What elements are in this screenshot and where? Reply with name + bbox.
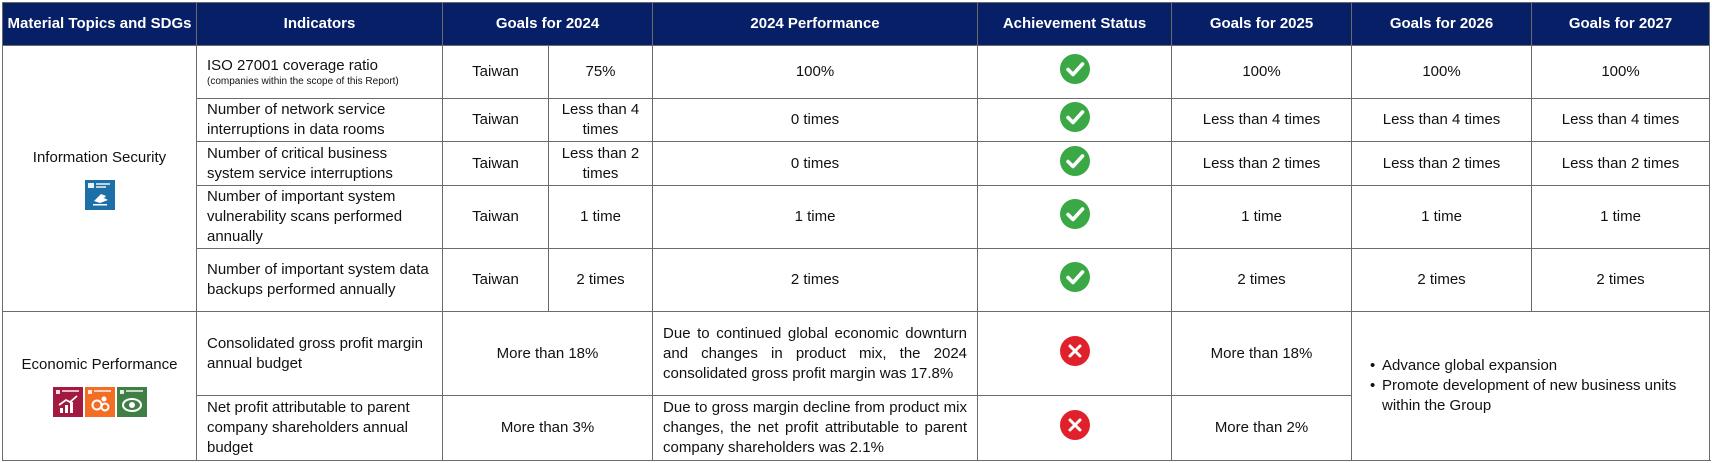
- goal-2025-cell: 2 times: [1171, 248, 1353, 312]
- header-goals-2024: Goals for 2024: [441, 2, 654, 46]
- status-cell: [977, 141, 1173, 186]
- check-circle-icon: [1059, 198, 1091, 230]
- table-row: Net profit attributable to parent compan…: [3, 395, 1710, 461]
- x-circle-icon: [1059, 335, 1091, 367]
- performance-cell: 2 times: [652, 248, 979, 312]
- goal-2026-cell: 100%: [1351, 45, 1533, 99]
- goal-2027-cell: Less than 4 times: [1531, 98, 1711, 142]
- header-indicators: Indicators: [196, 2, 443, 46]
- goal-2026-cell: 1 time: [1351, 185, 1533, 249]
- check-circle-icon: [1059, 101, 1091, 133]
- indicator-cell: Number of critical business system servi…: [196, 141, 443, 186]
- sdg-icons: [9, 179, 190, 210]
- goal-2024-cell: More than 3%: [441, 395, 654, 461]
- indicator-cell: Net profit attributable to parent compan…: [196, 395, 443, 461]
- indicator-cell: Consolidated gross profit margin annual …: [196, 311, 443, 396]
- status-cell: [977, 311, 1173, 396]
- header-goals-2026: Goals for 2026: [1351, 2, 1533, 46]
- header-achievement-status: Achievement Status: [977, 2, 1173, 46]
- check-circle-icon: [1059, 145, 1091, 177]
- header-performance-2024: 2024 Performance: [652, 2, 979, 46]
- region-cell: Taiwan: [442, 248, 549, 312]
- table-row: Information Security ISO 27001 coverage …: [2, 45, 1711, 312]
- table-row: Number of network service interruptions …: [3, 98, 1711, 142]
- status-cell: [977, 185, 1173, 249]
- goal-2024-cell: 75%: [547, 45, 654, 99]
- goal-2024-cell: More than 18%: [441, 311, 654, 396]
- status-cell: [977, 395, 1173, 461]
- goal-2025-cell: Less than 4 times: [1171, 98, 1353, 142]
- header-topics: Material Topics and SDGs: [2, 2, 197, 46]
- indicator-note: (companies within the scope of this Repo…: [207, 76, 399, 87]
- header-row: Material Topics and SDGs Indicators Goal…: [2, 2, 1711, 46]
- goal-2026-cell: Less than 2 times: [1351, 141, 1533, 186]
- sdg-9-industry-innovation-icon: [84, 387, 115, 417]
- performance-cell: Due to continued global economic downtur…: [652, 311, 979, 396]
- goal-2025-cell: 1 time: [1171, 185, 1353, 249]
- indicator-text: ISO 27001 coverage ratio: [207, 57, 378, 74]
- indicator-cell: Number of network service interruptions …: [196, 98, 443, 142]
- topic-cell-economic-performance: Economic Performance: [2, 311, 197, 461]
- performance-cell: 0 times: [652, 141, 979, 186]
- topic-name: Economic Performance: [21, 356, 178, 373]
- list-item: Advance global expansion: [1370, 356, 1703, 376]
- performance-cell: 100%: [652, 45, 979, 99]
- indicator-cell: Number of important system vulnerability…: [196, 185, 443, 249]
- region-cell: Taiwan: [442, 185, 549, 249]
- status-cell: [977, 98, 1173, 142]
- status-cell: [977, 248, 1173, 312]
- table-row: Economic Performance Consolidated gross …: [2, 311, 1711, 461]
- sdg-16-peace-justice-icon: [84, 179, 115, 210]
- indicator-cell: Number of important system data backups …: [196, 248, 443, 312]
- goal-2027-cell: Less than 2 times: [1531, 141, 1711, 186]
- performance-cell: Due to gross margin decline from product…: [652, 395, 979, 461]
- status-cell: [977, 45, 1173, 99]
- region-cell: Taiwan: [442, 141, 549, 186]
- goals-2026-2027-cell: Advance global expansion Promote develop…: [1351, 311, 1711, 461]
- goal-2026-cell: 2 times: [1351, 248, 1533, 312]
- check-circle-icon: [1059, 261, 1091, 293]
- table-row: Number of critical business system servi…: [3, 141, 1711, 186]
- sdg-8-decent-work-icon: [52, 387, 83, 417]
- check-circle-icon: [1059, 53, 1091, 85]
- header-goals-2025: Goals for 2025: [1171, 2, 1353, 46]
- header-goals-2027: Goals for 2027: [1531, 2, 1711, 46]
- indicator-cell: ISO 27001 coverage ratio (companies with…: [196, 45, 443, 99]
- performance-cell: 1 time: [652, 185, 979, 249]
- sdg-13-climate-action-icon: [116, 387, 147, 417]
- performance-cell: 0 times: [652, 98, 979, 142]
- goal-2025-cell: More than 2%: [1171, 395, 1353, 461]
- goal-2024-cell: 1 time: [547, 185, 654, 249]
- goal-2025-cell: More than 18%: [1171, 311, 1353, 396]
- sdg-icons: [9, 387, 190, 417]
- topic-cell-information-security: Information Security: [2, 45, 197, 312]
- goal-2025-cell: Less than 2 times: [1171, 141, 1353, 186]
- goal-2027-cell: 100%: [1531, 45, 1711, 99]
- list-item: Promote development of new business unit…: [1370, 376, 1703, 416]
- region-cell: Taiwan: [442, 98, 549, 142]
- goal-2024-cell: Less than 4 times: [547, 98, 654, 142]
- goal-2024-cell: Less than 2 times: [547, 141, 654, 186]
- region-cell: Taiwan: [442, 45, 549, 99]
- goal-2024-cell: 2 times: [547, 248, 654, 312]
- goal-2027-cell: 2 times: [1531, 248, 1711, 312]
- goals-2026-2027-list: Advance global expansion Promote develop…: [1368, 356, 1703, 416]
- x-circle-icon: [1059, 409, 1091, 441]
- goal-2026-cell: Less than 4 times: [1351, 98, 1533, 142]
- table-row: Number of important system vulnerability…: [3, 185, 1711, 249]
- goal-2025-cell: 100%: [1171, 45, 1353, 99]
- topic-name: Information Security: [32, 148, 167, 166]
- goal-2027-cell: 1 time: [1531, 185, 1711, 249]
- table-row: Number of important system data backups …: [3, 248, 1711, 312]
